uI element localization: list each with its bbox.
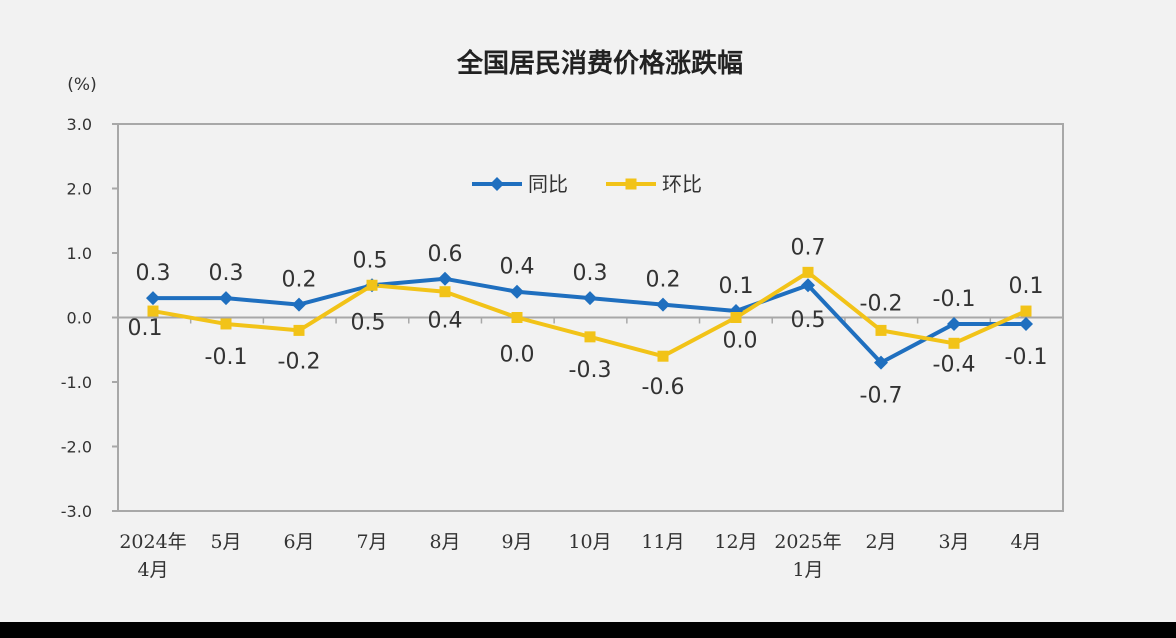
x-tick-label: 4月 xyxy=(137,559,168,581)
yoy-data-point xyxy=(146,291,160,306)
yoy-data-point xyxy=(510,284,524,299)
mom-data-label: 0.1 xyxy=(1009,274,1044,299)
mom-data-label: -0.1 xyxy=(205,345,248,370)
yoy-data-point xyxy=(438,271,452,286)
mom-data-label: 0.0 xyxy=(723,329,758,354)
legend-mom-label: 环比 xyxy=(662,172,702,196)
mom-data-label: 0.1 xyxy=(128,316,163,341)
x-tick-label: 2024年 xyxy=(119,531,186,553)
yoy-data-point xyxy=(1019,316,1033,331)
yoy-data-label: 0.4 xyxy=(500,255,535,280)
mom-data-point xyxy=(657,350,669,362)
yoy-data-point xyxy=(656,297,670,312)
yoy-data-label: -0.7 xyxy=(860,384,903,409)
x-tick-label: 4月 xyxy=(1010,531,1041,553)
mom-data-point xyxy=(366,279,378,291)
mom-data-label: 0.0 xyxy=(500,343,535,368)
mom-data-label: -0.2 xyxy=(278,349,321,374)
x-tick-label: 2月 xyxy=(865,531,896,553)
mom-data-point xyxy=(439,286,451,298)
y-tick-label: -1.0 xyxy=(61,373,92,392)
yoy-data-label: 0.6 xyxy=(428,242,463,267)
y-tick-label: 1.0 xyxy=(67,244,92,263)
y-tick-label: 3.0 xyxy=(67,115,92,134)
yoy-data-label: 0.3 xyxy=(136,261,171,286)
yoy-data-label: 0.3 xyxy=(209,261,244,286)
y-tick-label: -2.0 xyxy=(61,438,92,457)
yoy-data-label: 0.1 xyxy=(719,274,754,299)
yoy-data-label: 0.2 xyxy=(646,268,681,293)
x-tick-label: 7月 xyxy=(356,531,387,553)
x-tick-label: 12月 xyxy=(714,531,757,553)
x-tick-label: 9月 xyxy=(501,531,532,553)
legend-yoy-marker xyxy=(490,177,504,191)
y-unit-label: (%) xyxy=(67,75,96,95)
yoy-data-label: -0.1 xyxy=(1005,345,1048,370)
mom-data-label: 0.4 xyxy=(428,309,463,334)
x-tick-label: 11月 xyxy=(641,531,684,553)
mom-data-point xyxy=(730,312,742,323)
x-tick-label: 3月 xyxy=(938,531,969,553)
legend-yoy-label: 同比 xyxy=(528,172,568,196)
mom-data-label: 0.5 xyxy=(351,310,386,335)
mom-data-label: 0.7 xyxy=(791,235,826,260)
mom-data-label: -0.6 xyxy=(642,375,685,400)
yoy-data-label: 0.5 xyxy=(353,248,388,273)
mom-data-label: -0.3 xyxy=(569,358,612,383)
y-tick-label: 2.0 xyxy=(67,180,92,199)
mom-data-point xyxy=(802,266,814,278)
x-tick-label: 5月 xyxy=(210,531,241,553)
chart-title: 全国居民消费价格涨跌幅 xyxy=(456,48,743,79)
mom-data-point xyxy=(948,337,960,349)
yoy-data-point xyxy=(874,355,888,370)
legend-mom-marker xyxy=(625,178,637,190)
x-tick-label: 8月 xyxy=(429,531,460,553)
mom-data-point xyxy=(1020,305,1032,317)
yoy-data-point xyxy=(801,278,815,293)
mom-data-label: -0.2 xyxy=(860,291,903,316)
yoy-data-label: -0.1 xyxy=(933,287,976,312)
mom-data-label: -0.4 xyxy=(933,352,976,377)
yoy-data-label: 0.2 xyxy=(282,268,317,293)
x-tick-label: 10月 xyxy=(568,531,611,553)
x-tick-label: 2025年 xyxy=(774,531,841,553)
x-tick-label: 1月 xyxy=(792,559,823,581)
cpi-line-chart: 全国居民消费价格涨跌幅 (%) 3.0 2.0 1.0 0.0 -1.0 -2.0 -3.0… xyxy=(61,48,1064,581)
yoy-data-label: 0.5 xyxy=(791,308,826,333)
yoy-data-label: 0.3 xyxy=(573,261,608,286)
mom-data-point xyxy=(875,324,887,336)
mom-data-point xyxy=(220,318,232,330)
chart-frame: 全国居民消费价格涨跌幅 (%) 3.0 2.0 1.0 0.0 -1.0 -2.0 -3.0… xyxy=(0,0,1176,622)
yoy-data-point xyxy=(292,297,306,312)
mom-data-point xyxy=(147,305,159,317)
yoy-data-point xyxy=(947,316,961,331)
y-tick-label: 0.0 xyxy=(67,309,92,328)
yoy-data-point xyxy=(219,291,233,306)
x-tick-label: 6月 xyxy=(283,531,314,553)
yoy-data-point xyxy=(583,291,597,306)
mom-data-point xyxy=(511,312,523,323)
mom-data-point xyxy=(584,331,596,343)
mom-data-point xyxy=(293,324,305,336)
y-tick-label: -3.0 xyxy=(61,502,92,521)
